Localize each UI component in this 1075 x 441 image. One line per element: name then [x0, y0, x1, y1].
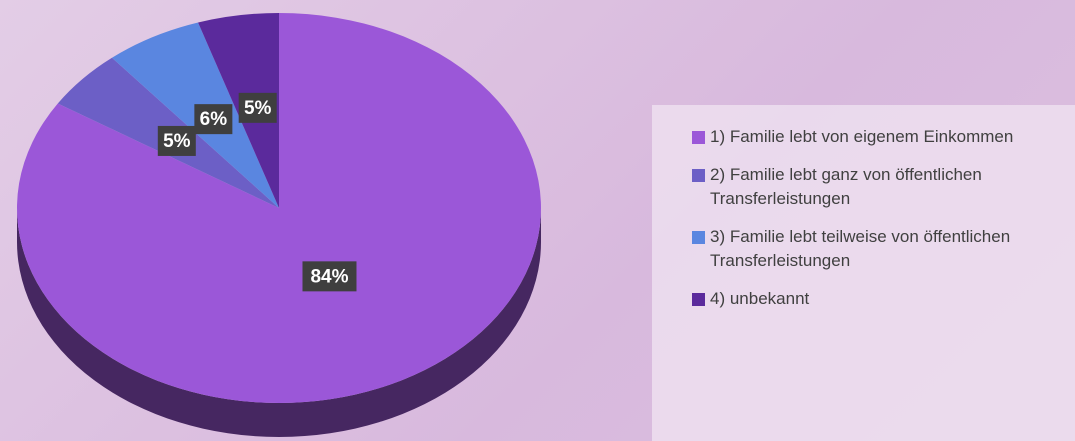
legend-item: 4) unbekannt — [692, 287, 1055, 311]
pie-slice — [198, 13, 279, 208]
data-label-box — [194, 104, 233, 135]
pie-side — [17, 208, 541, 437]
legend-swatch — [692, 293, 705, 306]
legend-swatch — [692, 231, 705, 244]
data-label-box — [302, 261, 357, 292]
legend-swatch — [692, 169, 705, 182]
data-label: 6% — [200, 109, 228, 130]
data-label-box — [157, 125, 196, 156]
legend-label: 1) Familie lebt von eigenem Einkommen — [710, 127, 1014, 146]
data-label: 5% — [244, 98, 272, 119]
legend: 1) Familie lebt von eigenem Einkommen 2) … — [652, 105, 1075, 441]
legend-label: 3) Familie lebt teilweise von öffentlich… — [710, 227, 1011, 270]
data-label: 5% — [163, 131, 191, 152]
data-label: 84% — [310, 266, 348, 287]
data-label-box — [238, 92, 277, 123]
legend-label: 2) Familie lebt ganz von öffentlichen Tr… — [710, 165, 982, 208]
legend-item: 1) Familie lebt von eigenem Einkommen — [692, 125, 1055, 149]
legend-item: 3) Familie lebt teilweise von öffentlich… — [692, 225, 1055, 273]
legend-item: 2) Familie lebt ganz von öffentlichen Tr… — [692, 163, 1055, 211]
legend-swatch — [692, 131, 705, 144]
chart: 84% 5% 6% 5% — [16, 13, 541, 437]
legend-label: 4) unbekannt — [710, 289, 810, 308]
pie-slice — [16, 13, 541, 403]
